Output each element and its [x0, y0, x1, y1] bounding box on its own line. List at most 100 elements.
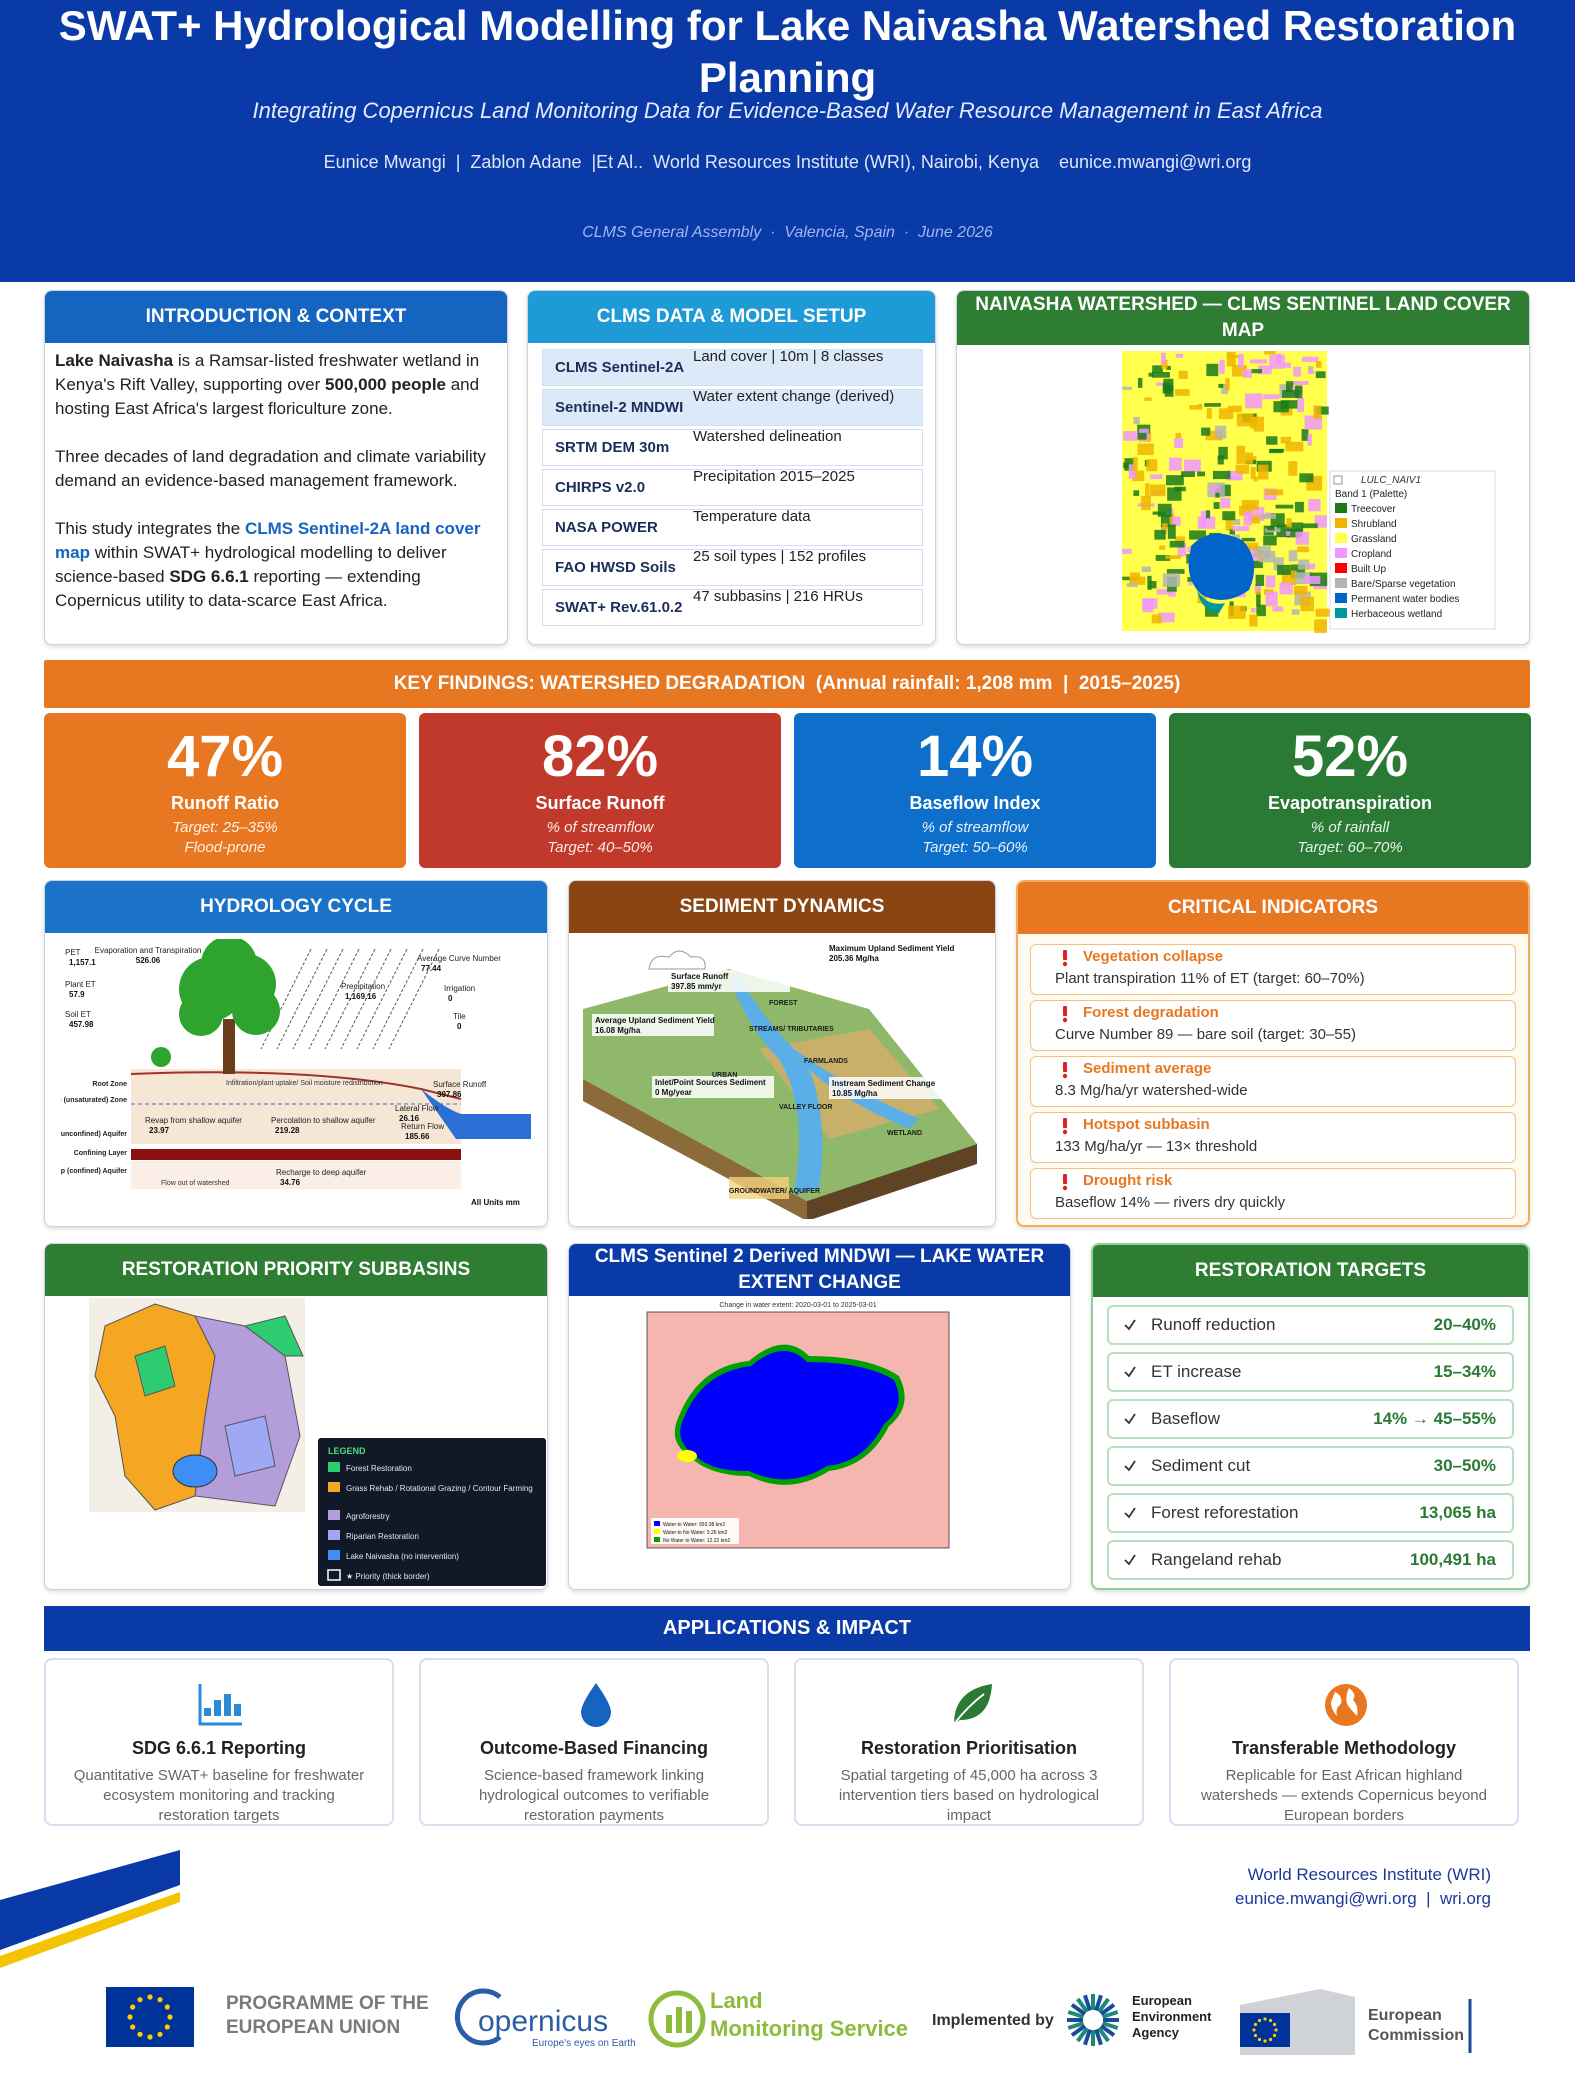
map-patch [1255, 574, 1265, 586]
star [127, 2014, 133, 2020]
target-name: Sediment cut [1151, 1456, 1251, 1475]
layer-name: LULC_NAIV1 [1361, 475, 1421, 486]
tree-crown [232, 987, 280, 1035]
star [137, 2031, 143, 2037]
shrub [151, 1047, 171, 1067]
legend-label: Water to No Water: 3.26 km2 [663, 1530, 728, 1536]
map-patch [1244, 542, 1259, 550]
section-title: NAIVASHA WATERSHED — CLMS SENTINEL LAND … [957, 291, 1529, 345]
map-patch [1132, 470, 1145, 482]
flux-value: 1,169.16 [345, 992, 377, 1001]
map-patch [1212, 470, 1231, 480]
section-title: CRITICAL INDICATORS [1018, 882, 1528, 934]
flux-value: 26.16 [399, 1114, 420, 1123]
map-patch [1249, 359, 1267, 364]
card-text: Replicable for East African highland wat… [1201, 1767, 1487, 1824]
eea-ray [1067, 2010, 1085, 2019]
findings-banner: KEY FINDINGS: WATERSHED DEGRADATION (Ann… [44, 660, 1530, 708]
map-patch [1221, 383, 1229, 395]
legend-label: Lake Naivasha (no intervention) [346, 1552, 459, 1561]
note: Infiltration/plant uptake/ Soil moisture… [226, 1080, 383, 1087]
legend-swatch [654, 1521, 660, 1526]
map-patch [1299, 473, 1314, 483]
contact: eunice.mwangi@wri.org | wri.org [1235, 1889, 1491, 1908]
star [164, 2004, 170, 2010]
legend-panel [318, 1438, 546, 1586]
map-patch [1215, 488, 1220, 498]
target-row: Sediment cut 30–50% [1107, 1446, 1514, 1486]
yield-value: 0 Mg/year [655, 1088, 692, 1097]
star [147, 1994, 153, 2000]
map-patch [1313, 405, 1322, 420]
text: This study integrates the [55, 519, 245, 538]
mark [1063, 1006, 1067, 1016]
map-patch [1166, 569, 1185, 574]
label-bg [592, 1014, 714, 1036]
yield-label: Instream Sediment Change [832, 1079, 936, 1088]
implemented-by: Implemented by [932, 2012, 1054, 2029]
checkbox [1333, 475, 1343, 485]
eea-ray [1076, 2026, 1089, 2043]
note: Flow out of watershed [161, 1180, 230, 1187]
intro-body: Lake Naivasha is a Ramsar-listed freshwa… [45, 343, 507, 643]
map-patch [1161, 352, 1166, 365]
map-patch [1301, 429, 1309, 441]
map-patch [1308, 563, 1316, 570]
legend-label: Cropland [1351, 549, 1392, 560]
yield-value: 10.85 Mg/ha [832, 1089, 878, 1098]
clms-bar [666, 2015, 672, 2033]
map-patch [1129, 576, 1146, 585]
finding-label: Surface Runoff [535, 793, 665, 813]
icon [1325, 1684, 1367, 1726]
eea-ray [1097, 1997, 1110, 2014]
yield-label: Inlet/Point Sources Sediment [655, 1078, 766, 1087]
indicator-text: 8.3 Mg/ha/yr watershed-wide [1055, 1082, 1248, 1099]
yield-value: 205.36 Mg/ha [829, 954, 879, 963]
map-patch [1291, 609, 1300, 615]
section-title: RESTORATION TARGETS [1093, 1245, 1528, 1297]
map-patch [1308, 366, 1314, 373]
decorative-stripes [0, 1850, 180, 1968]
map-patch [1239, 505, 1252, 516]
map-patch [1236, 445, 1246, 454]
map-patch [1200, 510, 1211, 521]
source-name: CLMS Sentinel-2A [555, 359, 685, 376]
plot-title: Change in water extent: 2020-03-01 to 20… [719, 1302, 876, 1309]
indicator: Sediment average 8.3 Mg/ha/yr watershed-w… [1030, 1056, 1516, 1107]
eu-text: EUROPEAN UNION [226, 2017, 400, 2038]
legend-swatch [654, 1529, 660, 1534]
indicator-title: Forest degradation [1083, 1004, 1219, 1021]
star [1268, 2018, 1273, 2023]
map-patch [1175, 353, 1184, 358]
map-patch [1146, 459, 1158, 472]
data-setup-section: CLMS DATA & MODEL SETUP CLMS Sentinel-2A L… [527, 290, 936, 645]
indicator-text: Baseflow 14% — rivers dry quickly [1055, 1194, 1286, 1211]
map-patch [1220, 497, 1231, 509]
warning-icon [1062, 950, 1068, 967]
check [1124, 1554, 1136, 1566]
map-patch [1314, 515, 1328, 528]
map-patch [1232, 534, 1240, 541]
eea-text: Agency [1132, 2025, 1180, 2040]
map-patch [1165, 555, 1181, 560]
icon [581, 1683, 611, 1727]
finding-label: Runoff Ratio [171, 793, 279, 813]
mark [1062, 961, 1068, 967]
legend-swatch [1335, 503, 1347, 513]
mark [1063, 950, 1067, 960]
map-patch [1218, 408, 1234, 420]
flux-label: Evaporation and Transpiration [95, 946, 202, 955]
indicator-text: Curve Number 89 — bare soil (target: 30–… [1055, 1026, 1356, 1043]
map-patch [1236, 452, 1254, 464]
mark [1062, 1017, 1068, 1023]
map-patch [1188, 581, 1193, 586]
map-patch [1259, 550, 1276, 563]
rain [372, 948, 424, 1050]
map-patch [1168, 589, 1176, 597]
map-patch [1226, 470, 1243, 481]
flux-label: Percolation to shallow aquifer [271, 1116, 376, 1125]
map-patch [1128, 464, 1136, 479]
map-patch [1189, 405, 1203, 410]
deep-aquifer [131, 1161, 461, 1189]
section-title: CLMS Sentinel 2 Derived MNDWI — LAKE WAT… [569, 1244, 1070, 1296]
